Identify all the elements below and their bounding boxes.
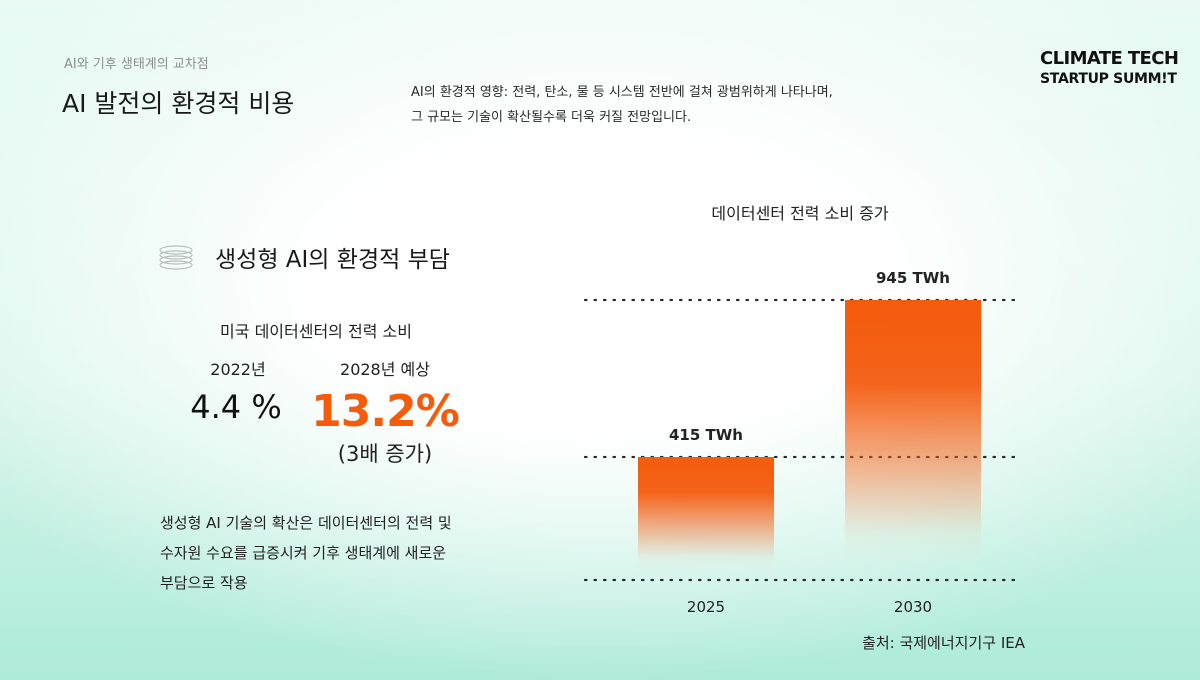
year-2022-label: 2022년 — [210, 360, 266, 379]
growth-note: (3배 증가) — [337, 442, 433, 466]
brand-line-1: CLIMATE TECH — [1040, 48, 1179, 69]
body-line-3: 부담으로 작용 — [160, 574, 248, 592]
chart-title: 데이터센터 전력 소비 증가 — [711, 204, 889, 223]
body-line-2: 수자원 수요를 급증시켜 기후 생태계에 새로운 — [160, 544, 447, 562]
brand-line-2: STARTUP SUMM!T — [1040, 71, 1177, 87]
bar-2025 — [638, 457, 774, 574]
value-2022: 4.4 % — [190, 388, 282, 426]
year-2028-label: 2028년 예상 — [340, 360, 430, 379]
lead-line-1: AI의 환경적 영향: 전력, 탄소, 물 등 시스템 전반에 걸쳐 광범위하게… — [411, 85, 833, 100]
source-note: 출처: 국제에너지기구 IEA — [862, 634, 1025, 652]
stat-caption: 미국 데이터센터의 전력 소비 — [220, 322, 412, 341]
x-tick-2025: 2025 — [687, 598, 725, 616]
bar-chart: 415 TWh 2025 945 TWh 2030 — [583, 269, 1017, 616]
bar-2030 — [845, 300, 981, 574]
eyebrow-subtitle: AI와 기후 생태계의 교차점 — [64, 57, 209, 72]
data-label-2025: 415 TWh — [669, 426, 743, 444]
section-heading: 생성형 AI의 환경적 부담 — [215, 247, 450, 273]
x-tick-2030: 2030 — [894, 598, 932, 616]
body-line-1: 생성형 AI 기술의 확산은 데이터센터의 전력 및 — [160, 514, 452, 532]
stacked-rings-icon — [159, 245, 193, 270]
data-label-2030: 945 TWh — [876, 269, 950, 287]
brand-logo: CLIMATE TECH STARTUP SUMM!T — [1040, 48, 1179, 89]
page-title: AI 발전의 환경적 비용 — [62, 89, 295, 118]
body-copy: 생성형 AI 기술의 확산은 데이터센터의 전력 및 수자원 수요를 급증시켜 … — [160, 508, 520, 598]
lead-paragraph: AI의 환경적 영향: 전력, 탄소, 물 등 시스템 전반에 걸쳐 광범위하게… — [411, 80, 871, 130]
lead-line-2: 그 규모는 기술이 확산될수록 더욱 커질 전망입니다. — [411, 110, 692, 125]
value-2028-highlight: 13.2% — [311, 386, 460, 437]
